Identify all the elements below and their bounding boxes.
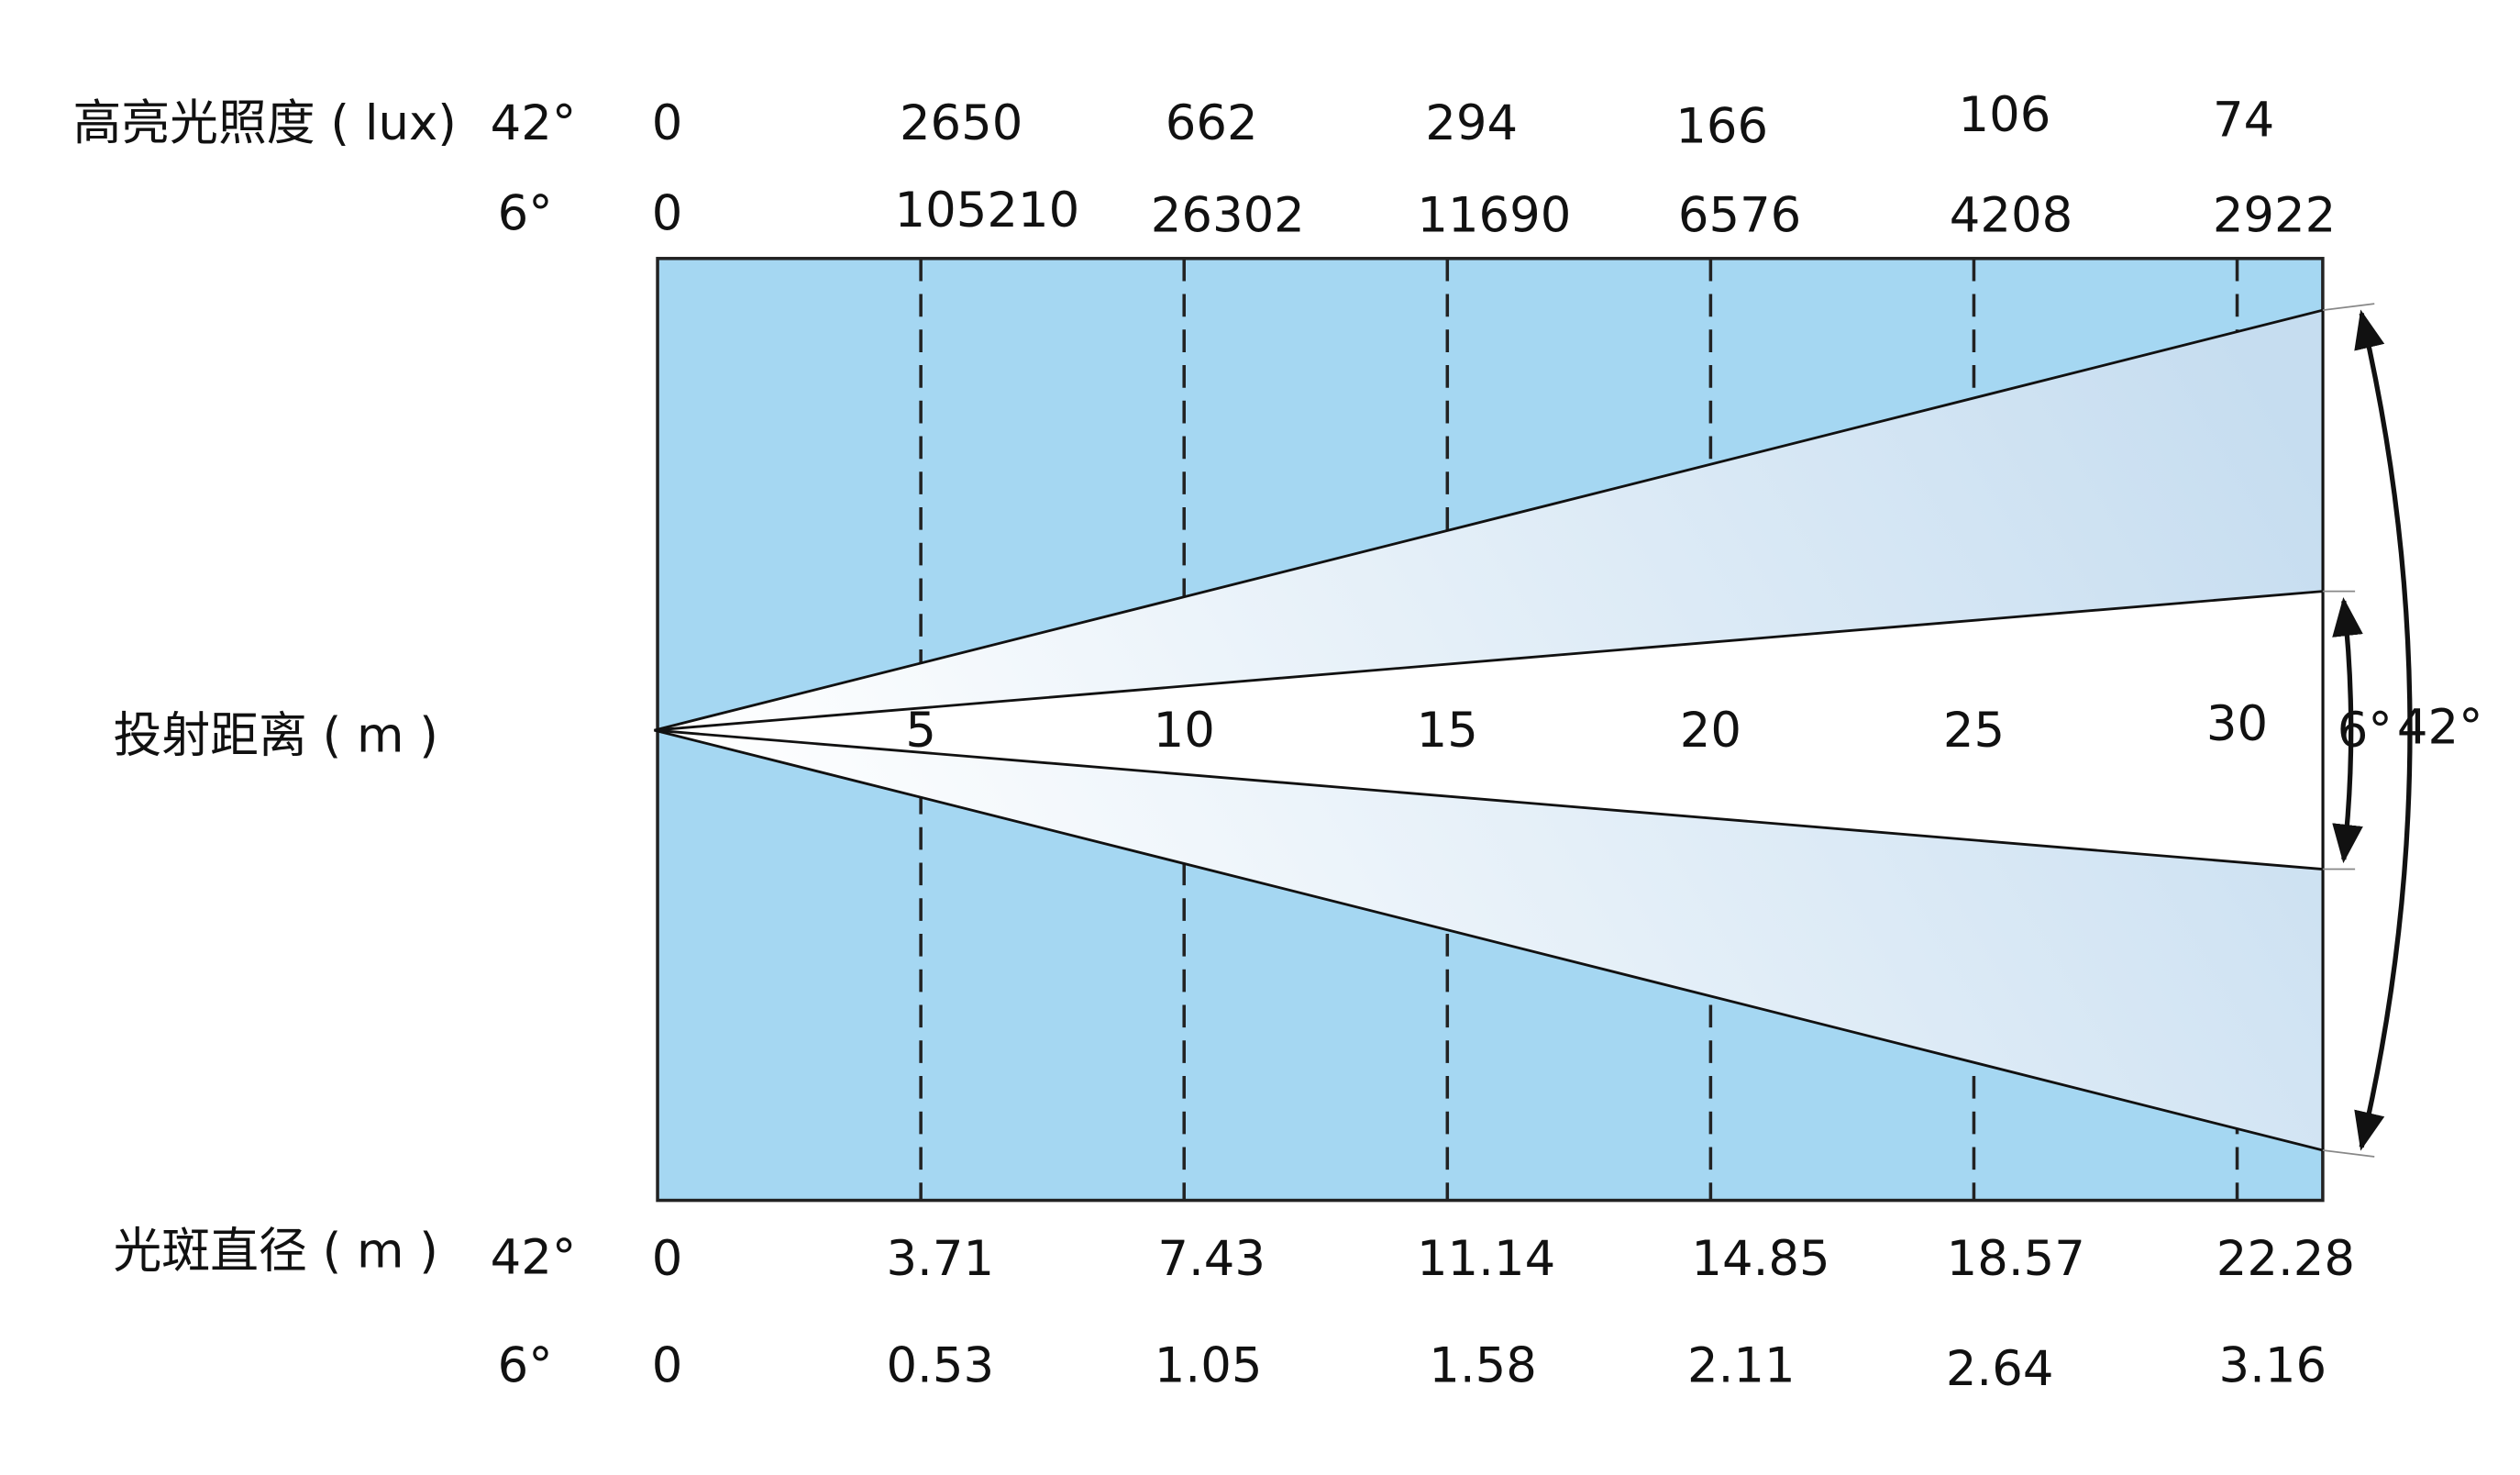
angle-label: 42° <box>491 95 577 151</box>
table-value: 2.64 <box>1946 1341 2054 1397</box>
table-value: 18.57 <box>1947 1231 2085 1287</box>
beam-6 <box>654 590 2325 871</box>
table-value: 3.71 <box>886 1231 994 1287</box>
table-value: 0 <box>652 1337 683 1393</box>
table-value: 2.11 <box>1687 1337 1796 1393</box>
distance-value: 30 <box>2206 696 2268 752</box>
angle-label: 42° <box>491 1229 577 1285</box>
table-value: 2650 <box>900 95 1022 151</box>
distance-value: 25 <box>1943 703 2005 759</box>
row-label: 投射距离 ( m ) <box>114 708 438 764</box>
table-value: 0 <box>652 95 683 151</box>
table-value: 6576 <box>1678 187 1801 243</box>
table-value: 1.05 <box>1155 1337 1263 1393</box>
table-value: 11.14 <box>1417 1231 1555 1287</box>
angle-label: 6° <box>2338 703 2393 759</box>
row-label: 光斑直径 ( m ) <box>114 1223 438 1279</box>
table-value: 1.58 <box>1429 1337 1537 1393</box>
distance-value: 5 <box>905 703 936 759</box>
table-value: 294 <box>1425 95 1518 151</box>
leader-lines <box>2322 303 2375 1158</box>
table-value: 166 <box>1675 99 1768 155</box>
table-value: 22.28 <box>2216 1231 2355 1287</box>
table-value: 14.85 <box>1691 1231 1829 1287</box>
table-value: 11690 <box>1417 187 1571 243</box>
angle-label: 6° <box>498 186 553 242</box>
row-label: 高亮光照度 ( lux) <box>72 95 456 151</box>
arc-42 <box>2354 309 2413 1151</box>
table-value: 4208 <box>1950 187 2072 243</box>
table-value: 0.53 <box>886 1337 994 1393</box>
distance-value: 15 <box>1417 703 1478 759</box>
table-value: 7.43 <box>1157 1231 1266 1287</box>
table-value: 74 <box>2213 92 2274 148</box>
table-value: 662 <box>1166 95 1258 151</box>
angle-label: 42° <box>2397 700 2483 756</box>
distance-value: 10 <box>1154 703 1215 759</box>
table-value: 3.16 <box>2218 1337 2327 1393</box>
arc-6 <box>2332 596 2363 864</box>
table-value: 0 <box>652 1231 683 1287</box>
table-value: 106 <box>1959 87 2051 143</box>
distance-value: 20 <box>1680 703 1741 759</box>
table-value: 2922 <box>2213 187 2336 243</box>
table-value: 0 <box>652 186 683 242</box>
angle-label: 6° <box>498 1337 553 1393</box>
table-value: 26302 <box>1151 187 1305 243</box>
table-value: 105210 <box>895 183 1080 238</box>
